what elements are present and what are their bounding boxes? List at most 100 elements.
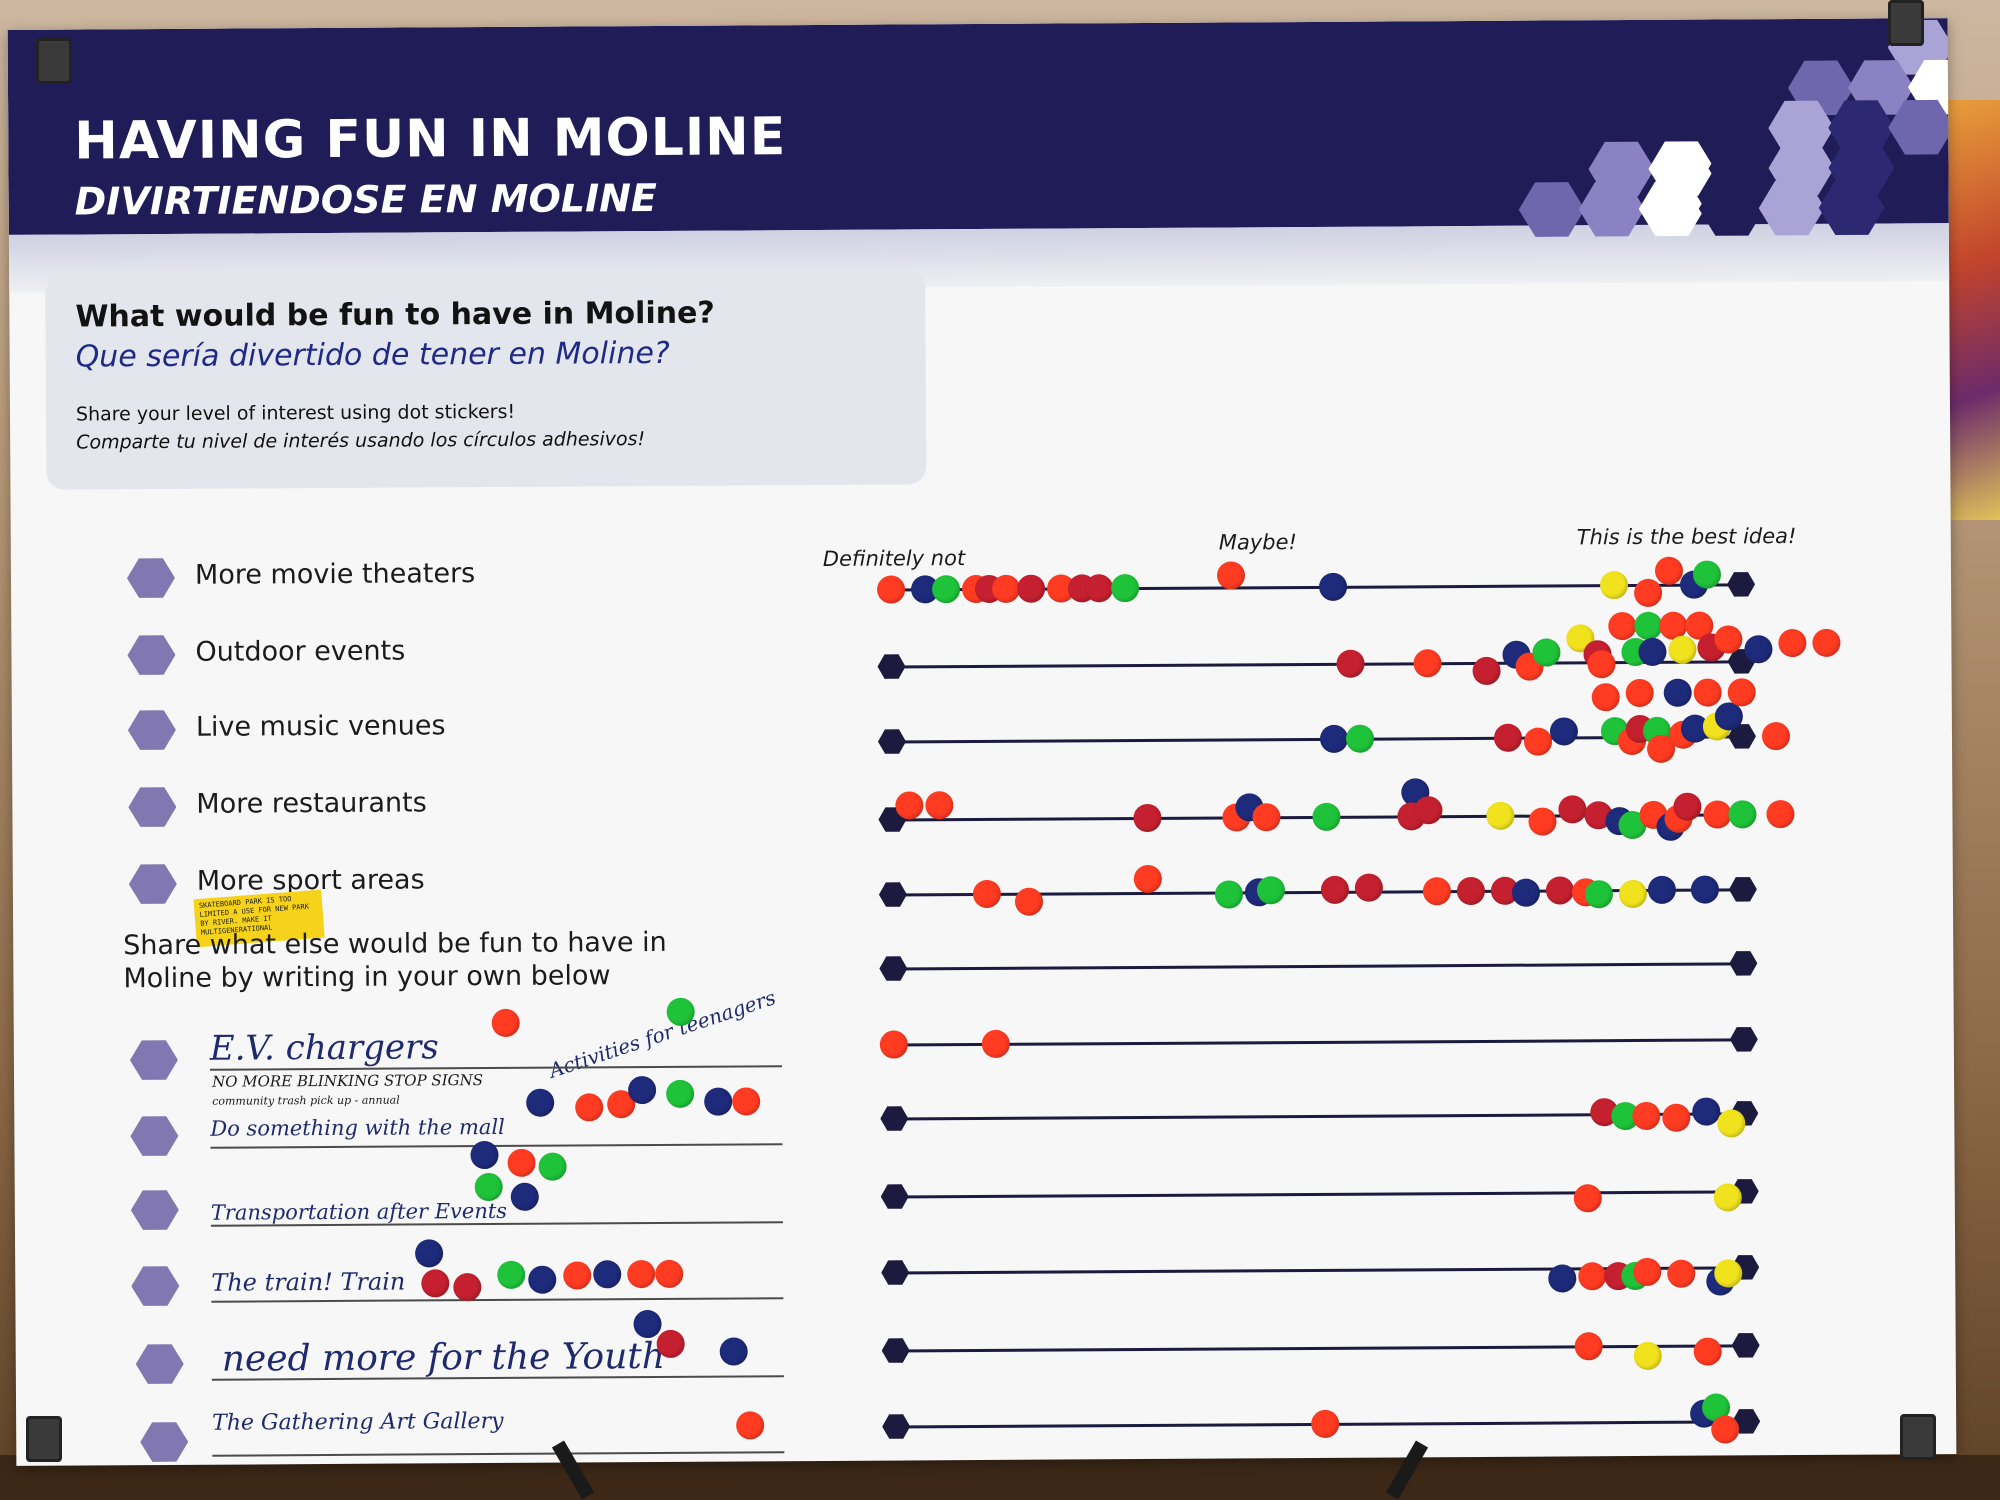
binder-clip [26, 1416, 62, 1462]
binder-clip [36, 38, 72, 84]
dot-sticker [1690, 875, 1719, 904]
dot-sticker [507, 1148, 536, 1177]
dot-sticker [1252, 803, 1281, 832]
dot-sticker [1761, 722, 1791, 751]
scale-end-hex [882, 1413, 910, 1439]
dot-sticker [879, 1030, 908, 1059]
dot-sticker [415, 1239, 444, 1268]
scale-end-hex [878, 728, 906, 754]
row-hex-icon [127, 634, 175, 676]
scale-end-hex [877, 653, 905, 679]
dot-sticker [1548, 1264, 1577, 1293]
written-gallery: The Gathering Art Gallery [212, 1408, 504, 1436]
dot-sticker [1667, 1259, 1696, 1288]
dot-sticker [1633, 1341, 1663, 1371]
dot-sticker [1110, 574, 1139, 603]
dot-sticker [470, 1140, 499, 1170]
dot-sticker [1667, 635, 1697, 664]
dot-sticker [1673, 792, 1702, 821]
interest-scale-line [895, 1344, 1746, 1353]
prompt-box: What would be fun to have in Moline? Que… [45, 270, 927, 490]
interest-scale-line [893, 1038, 1744, 1047]
dot-sticker [1691, 1097, 1721, 1126]
dot-sticker [1766, 800, 1795, 829]
dot-sticker [1257, 876, 1286, 905]
scale-end-hex [1732, 1332, 1760, 1358]
dot-sticker [1014, 887, 1044, 916]
dot-sticker [719, 1337, 748, 1366]
dot-sticker [628, 1075, 657, 1105]
scale-end-hex [1730, 1026, 1758, 1052]
row-hex-icon [140, 1421, 188, 1463]
dot-sticker [421, 1269, 450, 1298]
dot-sticker [1456, 876, 1486, 906]
page-title: HAVING FUN IN MOLINE [74, 107, 787, 172]
dot-sticker [1633, 611, 1662, 641]
written-youth: need more for the Youth [221, 1335, 666, 1380]
dot-sticker [1558, 795, 1587, 824]
dot-sticker [972, 879, 1001, 909]
dot-sticker [563, 1261, 592, 1290]
row-hex-icon [127, 557, 175, 599]
dot-sticker [1422, 877, 1452, 906]
dot-sticker [1587, 650, 1616, 679]
share-prompt-line2: Moline by writing in your own below [123, 960, 611, 995]
dot-sticker [1648, 875, 1677, 904]
dot-sticker [1717, 1109, 1746, 1138]
dot-sticker [895, 791, 924, 820]
row-label-outdoor-events: Outdoor events [195, 635, 406, 668]
dot-sticker [1618, 879, 1647, 909]
dot-sticker [1778, 628, 1807, 658]
row-hex-icon [131, 1189, 179, 1231]
dot-sticker [633, 1309, 662, 1339]
dot-sticker [1654, 556, 1683, 585]
dot-sticker [474, 1172, 503, 1202]
dot-sticker [981, 1029, 1010, 1059]
written-mall: Do something with the mall [210, 1114, 505, 1141]
hexagon-pattern [1408, 18, 1950, 271]
dot-sticker [1693, 1337, 1722, 1366]
dot-sticker [1625, 678, 1654, 708]
dot-sticker [1546, 876, 1575, 905]
row-hex-icon [131, 1265, 179, 1307]
dot-sticker [1710, 1415, 1740, 1444]
dot-sticker [1599, 571, 1628, 600]
instruction-spanish: Comparte tu nivel de interés usando los … [76, 428, 646, 454]
dot-sticker [1085, 574, 1114, 603]
dot-sticker [1638, 637, 1667, 666]
dot-sticker [593, 1260, 622, 1289]
dot-sticker [526, 1088, 555, 1117]
dot-sticker [1549, 717, 1578, 746]
scale-end-hex [1729, 876, 1757, 902]
dot-sticker [1512, 878, 1541, 907]
row-label-live-music: Live music venues [195, 710, 446, 743]
dot-sticker [655, 1259, 684, 1289]
dot-sticker [1574, 1332, 1603, 1361]
dot-sticker [656, 1329, 685, 1358]
question-spanish: Que sería divertido de tener en Moline? [75, 335, 670, 375]
row-hex-icon [130, 1039, 178, 1081]
dot-sticker [627, 1260, 656, 1289]
dot-sticker [1413, 796, 1443, 825]
dot-sticker [1714, 1259, 1743, 1288]
written-note-trash: community trash pick up - annual [212, 1093, 400, 1108]
dot-sticker [1214, 880, 1243, 909]
row-label-restaurants: More restaurants [196, 787, 427, 820]
dot-sticker [453, 1273, 482, 1302]
dot-sticker [1354, 873, 1383, 902]
dot-sticker [1528, 807, 1557, 836]
page-subtitle: DIVIRTIENDOSE EN MOLINE [74, 175, 658, 224]
dot-sticker [1662, 1103, 1691, 1132]
dot-sticker [1311, 1409, 1340, 1439]
dot-sticker [510, 1182, 539, 1211]
dot-sticker [1319, 724, 1349, 753]
share-prompt: Share what else would be fun to have in … [123, 926, 667, 995]
dot-sticker [575, 1093, 604, 1122]
dot-sticker [497, 1260, 526, 1289]
dot-sticker [1727, 678, 1756, 707]
scale-end-hex [881, 1183, 909, 1209]
dot-sticker [1494, 723, 1523, 752]
scale-end-hex [880, 1105, 908, 1131]
dot-sticker [1812, 628, 1841, 657]
dot-sticker [1692, 560, 1722, 589]
